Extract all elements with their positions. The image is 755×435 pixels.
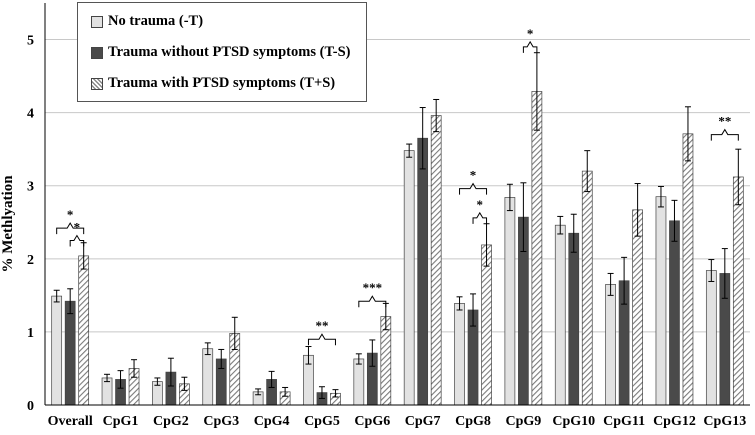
significance-label: * — [527, 26, 534, 41]
bar-cpg10-series-2 — [581, 170, 593, 406]
significance-label: *** — [363, 280, 383, 295]
bar-cpg10-series-1 — [568, 232, 580, 406]
x-tick-label: CpG8 — [455, 414, 491, 429]
significance-bracket — [307, 333, 336, 346]
legend-label: No trauma (-T) — [108, 13, 204, 29]
significance-bracket — [472, 211, 488, 224]
bar-cpg6-series-0 — [353, 358, 365, 406]
significance-bracket — [69, 234, 85, 247]
x-tick-label: CpG6 — [354, 414, 390, 429]
y-tick-label: 2 — [27, 253, 34, 268]
significance-label: ** — [315, 318, 328, 333]
bar-cpg12-series-1 — [669, 220, 680, 406]
significance-bracket — [522, 40, 538, 53]
significance-bracket — [358, 295, 387, 308]
bar-cpg12-series-0 — [655, 196, 667, 406]
bar-cpg11-series-2 — [632, 209, 643, 406]
bar-cpg7-series-2 — [430, 115, 442, 406]
bar-cpg11-series-0 — [605, 284, 616, 406]
legend-label: Trauma with PTSD symptoms (T+S) — [108, 75, 336, 91]
x-tick-label: CpG3 — [203, 414, 239, 429]
legend: No trauma (-T) Trauma without PTSD sympt… — [77, 2, 367, 102]
y-tick-label: 4 — [27, 107, 34, 122]
bar-cpg7-series-1 — [417, 137, 429, 406]
x-tick-label: CpG4 — [254, 414, 290, 429]
significance-label: * — [470, 168, 477, 183]
bar-overall-series-2 — [78, 255, 90, 406]
y-tick-label: 1 — [27, 326, 34, 341]
x-tick-label: Overall — [48, 414, 93, 429]
significance-bracket — [459, 182, 488, 195]
y-tick-label: 5 — [27, 34, 34, 49]
bar-cpg7-series-0 — [403, 150, 415, 406]
significance-bracket — [710, 128, 739, 141]
significance-label: * — [477, 197, 484, 212]
x-tick-label: CpG9 — [505, 414, 541, 429]
bar-cpg13-series-0 — [705, 270, 717, 406]
x-tick-label: CpG10 — [552, 414, 595, 429]
bar-cpg8-series-2 — [481, 244, 492, 406]
bar-overall-series-1 — [64, 300, 76, 406]
significance-bracket — [56, 222, 85, 235]
x-tick-label: CpG1 — [103, 414, 139, 429]
bar-overall-series-0 — [51, 295, 63, 406]
x-tick-label: CpG12 — [653, 414, 696, 429]
bar-cpg9-series-0 — [504, 197, 516, 406]
legend-swatch-trauma-with-ptsd — [91, 77, 103, 90]
significance-label: ** — [718, 114, 731, 129]
legend-item-trauma-with-ptsd: Trauma with PTSD symptoms (T+S) — [78, 68, 366, 99]
legend-item-trauma-without-ptsd: Trauma without PTSD symptoms (T-S) — [78, 37, 366, 68]
bar-cpg9-series-2 — [531, 91, 543, 406]
x-tick-label: CpG7 — [405, 414, 441, 429]
y-tick-label: 0 — [27, 399, 34, 414]
bar-cpg8-series-0 — [454, 303, 465, 406]
bar-cpg13-series-2 — [732, 176, 744, 406]
significance-label: * — [67, 207, 74, 222]
y-tick-label: 3 — [27, 180, 34, 195]
x-tick-label: CpG13 — [703, 414, 746, 429]
y-axis-label: % Methlyation — [0, 175, 16, 273]
legend-swatch-no-trauma — [91, 15, 103, 28]
legend-swatch-trauma-without-ptsd — [91, 46, 103, 59]
x-tick-label: CpG5 — [304, 414, 340, 429]
significance-label: * — [74, 220, 81, 235]
legend-label: Trauma without PTSD symptoms (T-S) — [108, 44, 351, 60]
bar-cpg3-series-0 — [202, 348, 214, 406]
bar-cpg12-series-2 — [682, 133, 694, 406]
bar-cpg10-series-0 — [554, 224, 566, 406]
x-tick-label: CpG2 — [153, 414, 189, 429]
x-tick-label: CpG11 — [603, 414, 645, 429]
legend-item-no-trauma: No trauma (-T) — [78, 6, 366, 37]
